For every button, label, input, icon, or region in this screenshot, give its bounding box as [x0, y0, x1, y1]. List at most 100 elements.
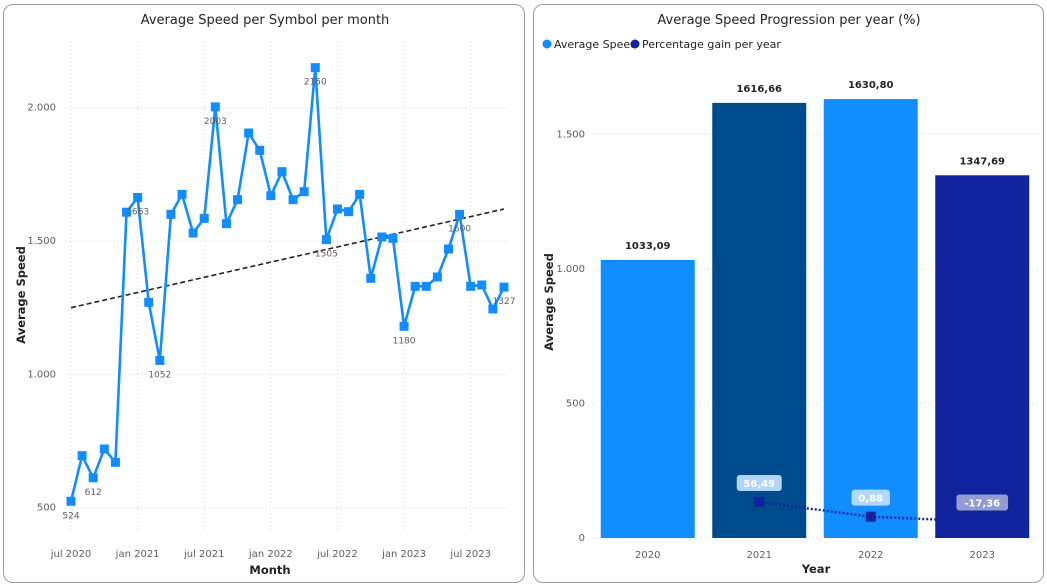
data-point — [221, 219, 231, 229]
data-point — [133, 193, 143, 203]
y-tick-label: 1.000 — [27, 369, 56, 380]
legend-label-percentage-gain: Percentage gain per year — [642, 38, 781, 51]
percentage-label: -17,36 — [964, 499, 1000, 510]
bar-2023 — [935, 175, 1030, 538]
data-point — [443, 244, 453, 254]
data-point — [299, 187, 309, 197]
data-point — [166, 209, 176, 219]
x-tick-label: 2023 — [970, 550, 995, 561]
data-point — [288, 195, 298, 205]
bar-2021 — [712, 102, 807, 538]
x-tick-label: jan 2023 — [381, 549, 426, 560]
gridlines — [65, 41, 509, 531]
y-axis-ticks: 0 500 1.000 1.500 — [556, 129, 585, 544]
data-label: 1663 — [126, 208, 149, 218]
x-tick-label: 2020 — [635, 550, 660, 561]
data-point — [477, 280, 487, 290]
line-chart-panel: Average Speed per Symbol per month 500 1.… — [3, 4, 525, 583]
data-point — [466, 281, 476, 291]
data-point — [432, 272, 442, 282]
percentage-label-box — [956, 494, 1009, 511]
data-point — [66, 496, 76, 506]
data-point — [99, 444, 109, 454]
data-point — [399, 321, 409, 331]
data-point — [155, 355, 165, 365]
data-label: 1180 — [393, 336, 416, 346]
bar-2020 — [600, 259, 695, 538]
data-point — [244, 128, 254, 138]
data-point — [377, 232, 387, 242]
data-label: 2150 — [304, 78, 327, 88]
data-point — [144, 297, 154, 307]
y-tick-label: 1.500 — [556, 129, 585, 140]
data-point — [355, 189, 365, 199]
data-points — [66, 63, 509, 506]
percentage-gain-points — [754, 497, 988, 527]
x-tick-label: 2022 — [858, 550, 883, 561]
chart-title: Average Speed per Symbol per month — [141, 13, 390, 28]
data-point — [188, 228, 198, 238]
bar-chart: Average Speed Progression per year (%) A… — [542, 13, 1038, 576]
percentage-gain-labels: 56,49 0,88 -17,36 — [736, 475, 1009, 511]
x-tick-label: jan 2022 — [248, 549, 293, 560]
data-label: 1052 — [148, 370, 171, 380]
percentage-point — [977, 516, 988, 527]
trend-line — [70, 208, 505, 309]
data-point — [421, 281, 431, 291]
x-tick-label: 2021 — [747, 550, 772, 561]
x-tick-label: jan 2021 — [115, 549, 160, 560]
data-point — [177, 189, 187, 199]
x-tick-label: jul 2023 — [449, 549, 491, 560]
data-point — [388, 233, 398, 243]
legend-label-average-speed: Average Speed — [554, 38, 637, 51]
bar-2022 — [823, 99, 918, 539]
data-point — [366, 273, 376, 283]
legend-marker-average-speed — [542, 39, 552, 49]
data-label: 2003 — [204, 117, 227, 127]
y-tick-label: 0 — [579, 533, 585, 544]
data-point — [321, 235, 331, 245]
data-point — [344, 207, 354, 217]
x-axis-title: Year — [801, 562, 831, 576]
data-point — [455, 209, 465, 219]
legend-marker-percentage-gain — [630, 39, 640, 49]
data-point — [233, 195, 243, 205]
data-point — [332, 204, 342, 214]
y-tick-label: 1.500 — [27, 236, 56, 247]
legend: Average Speed Percentage gain per year — [542, 38, 781, 51]
y-tick-label: 2.000 — [27, 103, 56, 114]
chart-title: Average Speed Progression per year (%) — [657, 13, 920, 28]
data-point — [488, 304, 498, 314]
data-label: 612 — [85, 488, 102, 498]
data-point — [210, 102, 220, 112]
data-point — [122, 207, 132, 217]
bar-value-label: 1347,69 — [959, 156, 1005, 167]
x-tick-label: jul 2020 — [50, 549, 92, 560]
data-point — [410, 281, 420, 291]
y-tick-label: 500 — [566, 398, 585, 409]
y-tick-label: 500 — [37, 503, 56, 514]
percentage-point — [865, 511, 876, 522]
y-axis-title: Average Speed — [14, 246, 28, 344]
x-axis-ticks: 2020 2021 2022 2023 — [635, 550, 995, 561]
x-tick-label: jul 2021 — [183, 549, 225, 560]
data-label: 524 — [62, 511, 79, 521]
bar-labels: 1033,09 1616,66 1630,80 1347,69 — [625, 80, 1005, 252]
x-tick-label: jul 2022 — [316, 549, 358, 560]
data-point — [77, 451, 87, 461]
percentage-point — [754, 497, 765, 507]
percentage-label-box — [736, 475, 782, 491]
data-point — [277, 167, 287, 177]
x-axis-title: Month — [249, 563, 290, 577]
line-chart: Average Speed per Symbol per month 500 1.… — [14, 13, 515, 577]
x-axis-ticks: jul 2020 jan 2021 jul 2021 jan 2022 jul 2022… — [50, 549, 491, 560]
data-labels: 524 612 1663 1052 2003 2150 1505 1180 1600 1327 — [62, 78, 515, 522]
y-axis-ticks: 500 1.000 1.500 2.000 — [27, 103, 56, 514]
data-point — [310, 63, 320, 73]
data-point — [255, 145, 265, 155]
bar-chart-panel: Average Speed Progression per year (%) A… — [533, 4, 1044, 583]
data-label: 1505 — [315, 250, 338, 260]
bar-value-label: 1033,09 — [625, 241, 671, 252]
percentage-label: 0,88 — [858, 494, 883, 505]
data-point — [266, 191, 276, 201]
